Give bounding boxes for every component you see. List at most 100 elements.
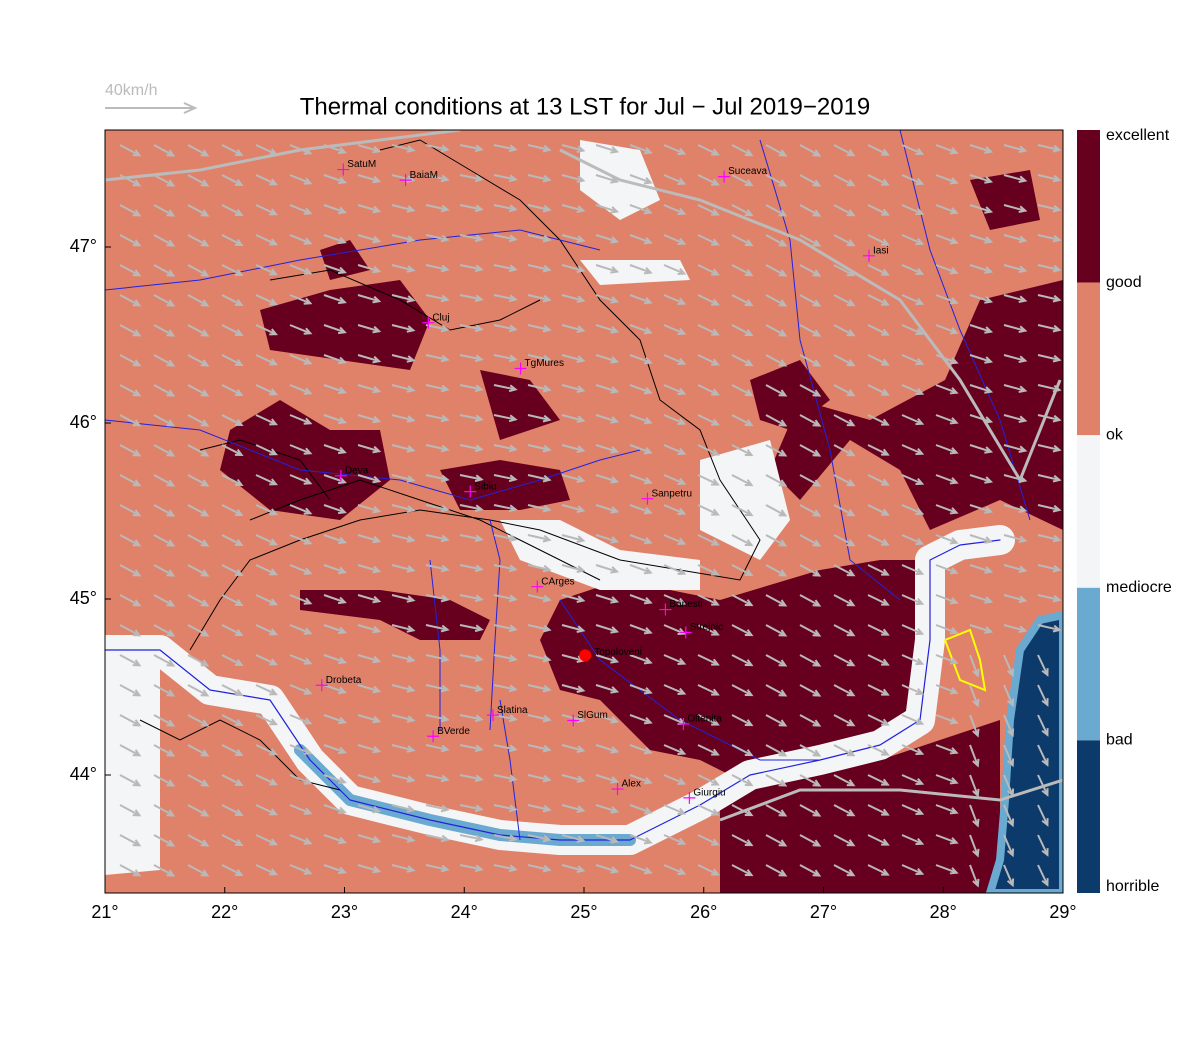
- wind-arrow: [323, 444, 347, 455]
- wind-arrow: [765, 834, 788, 847]
- wind-arrow: [255, 144, 279, 156]
- wind-arrow: [255, 444, 279, 456]
- wind-arrow: [901, 714, 925, 726]
- wind-arrow: [391, 654, 416, 663]
- wind-arrow: [629, 744, 653, 755]
- wind-arrow: [663, 294, 687, 306]
- wind-arrow: [1037, 744, 1049, 767]
- city-marker: [679, 626, 692, 639]
- x-tick-label: 26°: [690, 902, 717, 922]
- map: SatuM BaiaM Suceava Iasi Cluj TgMures Deva Sibi…: [105, 130, 1063, 893]
- wind-arrow: [459, 474, 484, 483]
- wind-arrow: [561, 354, 586, 363]
- wind-arrow: [969, 234, 994, 244]
- wind-arrow: [289, 534, 313, 545]
- city-label: Cluj: [432, 312, 449, 323]
- wind-arrow: [527, 444, 552, 453]
- wind-arrow: [969, 834, 980, 858]
- wind-arrow: [833, 474, 856, 487]
- wind-arrow: [901, 234, 925, 246]
- wind-arrow: [221, 834, 244, 846]
- wind-arrow: [697, 534, 720, 546]
- wind-arrow: [289, 774, 313, 785]
- wind-arrow: [357, 804, 382, 814]
- city-label: Suceava: [728, 166, 767, 177]
- wind-arrow: [561, 504, 586, 513]
- wind-arrow: [561, 744, 586, 753]
- wind-arrow: [1037, 294, 1062, 303]
- wind-arrow: [561, 384, 586, 393]
- wind-arrow: [187, 864, 210, 877]
- wind-arrow: [187, 564, 210, 577]
- wind-arrow: [935, 384, 959, 395]
- wind-arrow: [697, 654, 720, 666]
- wind-arrow: [969, 444, 994, 454]
- cities: SatuM BaiaM Suceava Iasi Cluj TgMures Deva Sibi…: [315, 159, 889, 804]
- wind-arrow: [255, 474, 279, 486]
- wind-arrow: [323, 354, 347, 365]
- wind-arrow: [221, 564, 244, 576]
- wind-arrow: [833, 744, 856, 757]
- wind-arrow: [969, 594, 994, 604]
- wind-arrow: [765, 294, 788, 307]
- wind-arrow: [799, 624, 822, 637]
- wind-arrow: [1037, 174, 1062, 183]
- wind-arrow: [527, 264, 552, 273]
- wind-arrow: [527, 354, 552, 363]
- wind-arrow: [493, 744, 518, 753]
- wind-arrow: [493, 354, 518, 363]
- wind-arrow: [731, 834, 754, 847]
- wind-arrow: [221, 264, 244, 276]
- wind-arrow: [935, 444, 959, 455]
- wind-arrow: [799, 264, 822, 277]
- colorbar-segment: [1077, 740, 1100, 893]
- wind-arrow: [935, 174, 959, 185]
- wind-arrow: [697, 864, 720, 876]
- wind-arrow: [391, 774, 416, 783]
- wind-arrow: [629, 144, 653, 155]
- wind-arrow: [119, 864, 142, 877]
- wind-arrow: [935, 354, 959, 365]
- wind-arrow: [969, 354, 994, 364]
- wind-arrow: [629, 324, 653, 335]
- wind-arrow: [595, 144, 620, 154]
- wind-arrow: [153, 504, 176, 517]
- wind-arrow: [289, 474, 313, 485]
- wind-arrow: [493, 624, 518, 633]
- wind-arrow: [323, 774, 347, 785]
- wind-arrow: [595, 774, 620, 784]
- y-tick-label: 46°: [70, 412, 97, 432]
- wind-arrow: [663, 474, 687, 486]
- wind-arrow: [765, 414, 788, 427]
- wind-arrow: [187, 474, 210, 487]
- wind-arrow: [391, 804, 416, 813]
- wind-arrow: [765, 384, 788, 397]
- wind-arrow: [119, 834, 142, 847]
- wind-arrow: [1003, 804, 1015, 828]
- wind-arrow: [901, 564, 925, 576]
- wind-arrow: [595, 264, 620, 274]
- site-label: Topoloveni: [594, 647, 642, 658]
- wind-arrow: [867, 174, 890, 186]
- wind-arrow: [493, 264, 518, 273]
- wind-arrow: [391, 834, 416, 843]
- contours: [139, 139, 761, 791]
- wind-arrow: [119, 174, 142, 187]
- wind-arrow: [731, 744, 754, 757]
- wind-arrow: [119, 384, 142, 397]
- wind-arrow: [969, 804, 980, 828]
- wind-arrow: [323, 174, 347, 185]
- wind-arrow: [935, 774, 959, 785]
- wind-arrow: [153, 564, 176, 577]
- wind-arrow: [969, 684, 980, 708]
- wind-arrow: [867, 714, 890, 726]
- wind-arrow: [697, 684, 720, 696]
- wind-arrow: [901, 744, 925, 756]
- wind-arrow: [663, 264, 687, 276]
- city-marker: [337, 163, 350, 176]
- wind-arrow: [425, 474, 450, 483]
- wind-arrow: [901, 624, 925, 636]
- wind-arrow: [901, 654, 925, 666]
- wind-arrow: [969, 774, 980, 798]
- wind-arrow: [731, 444, 754, 457]
